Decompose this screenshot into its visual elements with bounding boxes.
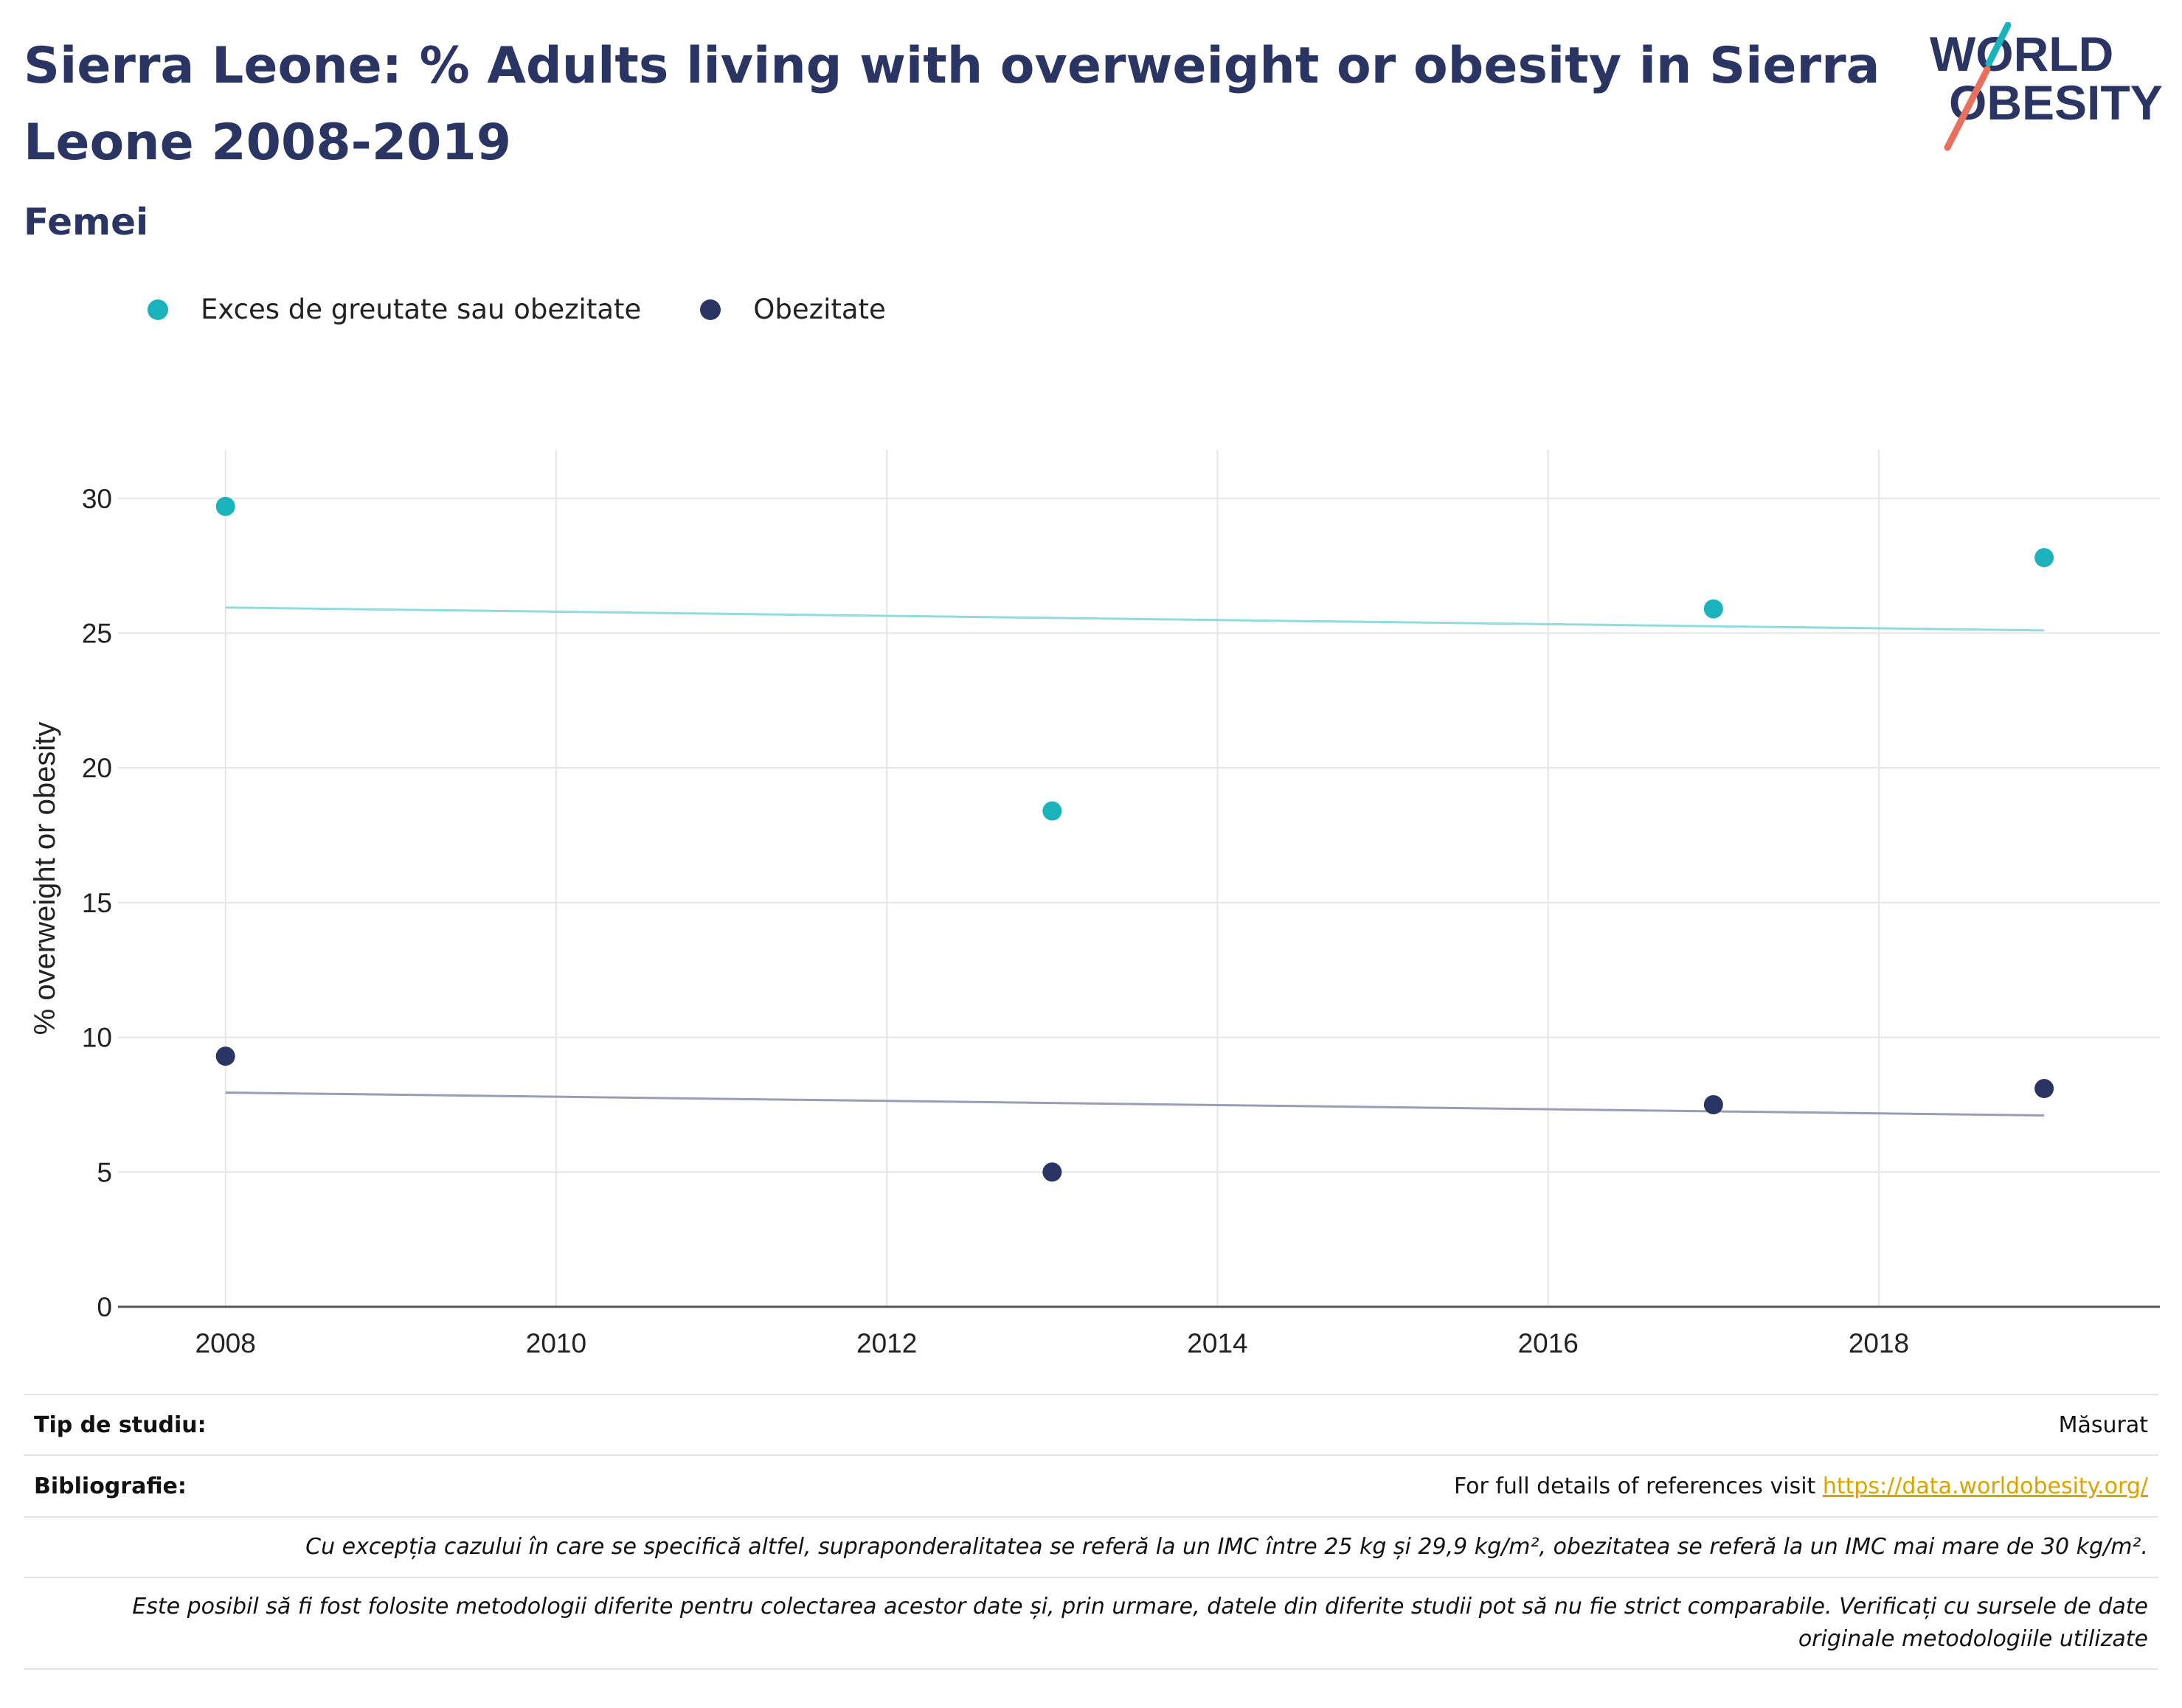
chart-grid (118, 450, 2160, 1307)
data-point-overweight (2034, 548, 2054, 568)
logo-text-obesity: OBESITY (1949, 75, 2163, 130)
legend-marker-overweight (148, 299, 168, 320)
y-tick-label: 25 (82, 618, 112, 648)
y-axis-label: % overweight or obesity (29, 722, 61, 1035)
chart-legend: Exces de greutate sau obezitate Obezitat… (148, 294, 945, 325)
legend-item-overweight[interactable]: Exces de greutate sau obezitate (148, 294, 641, 325)
data-point-obesity (1042, 1162, 1062, 1182)
data-point-overweight (215, 496, 235, 516)
data-point-obesity (1703, 1094, 1723, 1114)
x-tick-label: 2016 (1518, 1328, 1579, 1358)
bibliography-label: Bibliografie: (34, 1473, 187, 1499)
footer-row-note-definitions: Cu excepția cazului în care se specifică… (24, 1516, 2158, 1577)
chart-title: Sierra Leone: % Adults living with overw… (24, 37, 1880, 172)
footer-row-bibliography: Bibliografie: For full details of refere… (24, 1454, 2158, 1516)
bibliography-value: For full details of references visit htt… (1454, 1473, 2148, 1499)
logo-slash-coral (1944, 66, 1991, 151)
x-tick-label: 2008 (195, 1328, 256, 1358)
y-tick-label: 5 (97, 1157, 112, 1187)
y-tick-label: 0 (97, 1292, 112, 1322)
data-point-obesity (2034, 1079, 2054, 1099)
logo-text-world: WORLD (1930, 27, 2113, 81)
y-tick-label: 10 (82, 1023, 112, 1053)
data-point-obesity (215, 1046, 235, 1066)
world-obesity-logo: WORLD OBESITY (1930, 22, 2163, 151)
footer-row-note-methodology: Este posibil să fi fost folosite metodol… (24, 1577, 2158, 1670)
x-tick-label: 2014 (1187, 1328, 1247, 1358)
logo-slash-teal (1985, 22, 2012, 67)
legend-label-obesity: Obezitate (753, 294, 886, 325)
study-type-value: Măsurat (2058, 1412, 2148, 1438)
trend-line-obesity (225, 1091, 2045, 1117)
data-point-overweight (1042, 801, 1062, 821)
trend-line-overweight (225, 606, 2045, 632)
chart-axes: 0 5 10 15 20 25 30 2008 2010 2012 2014 2016 2018 % ov… (29, 484, 2160, 1358)
scatter-chart: 0 5 10 15 20 25 30 2008 2010 2012 2014 2016 2018 % ov… (29, 450, 2160, 1358)
y-tick-label: 30 (82, 484, 112, 514)
definitions-note: Cu excepția cazului în care se specifică… (305, 1534, 2148, 1560)
bibliography-link[interactable]: https://data.worldobesity.org/ (1822, 1473, 2148, 1499)
data-points (215, 496, 2054, 1182)
x-tick-label: 2018 (1849, 1328, 1909, 1358)
chart-subtitle: Femei (24, 201, 149, 243)
y-tick-label: 20 (82, 753, 112, 783)
chart-footer: Tip de studiu: Măsurat Bibliografie: For… (24, 1394, 2158, 1670)
legend-marker-obesity (700, 299, 721, 320)
x-tick-label: 2012 (856, 1328, 917, 1358)
bibliography-text: For full details of references visit (1453, 1473, 1823, 1499)
methodology-note: Este posibil să fi fost folosite metodol… (132, 1594, 2148, 1652)
legend-label-overweight: Exces de greutate sau obezitate (201, 294, 642, 325)
x-tick-label: 2010 (526, 1328, 586, 1358)
data-point-overweight (1703, 599, 1723, 619)
y-tick-label: 15 (82, 888, 112, 918)
legend-item-obesity[interactable]: Obezitate (700, 294, 886, 325)
trend-lines (225, 606, 2045, 1117)
study-type-label: Tip de studiu: (34, 1412, 207, 1438)
footer-row-study-type: Tip de studiu: Măsurat (24, 1394, 2158, 1454)
